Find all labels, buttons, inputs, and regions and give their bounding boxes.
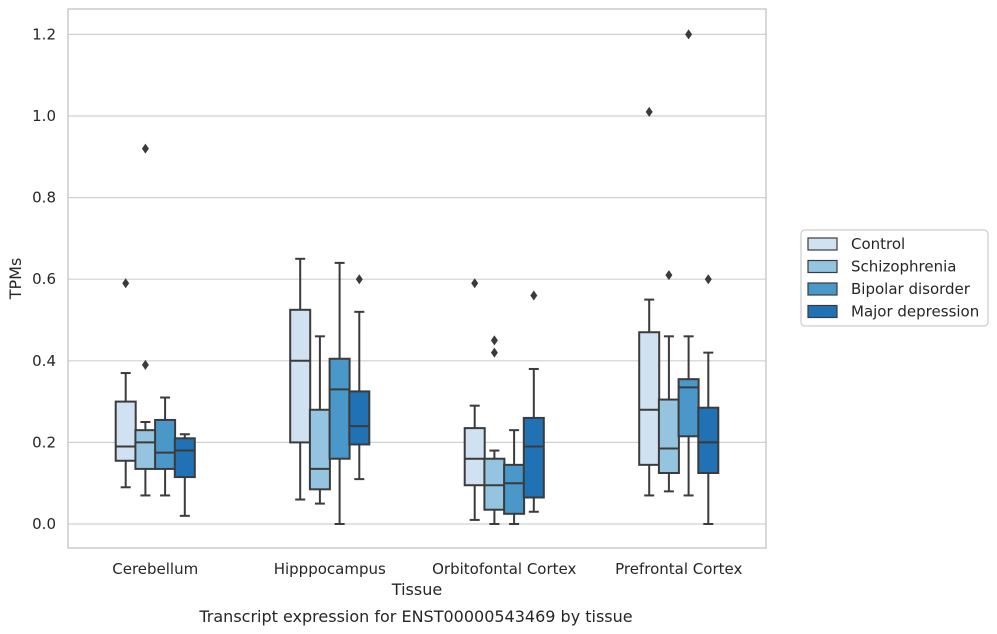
box-major-depression <box>173 433 196 517</box>
y-tick-label: 1.0 <box>32 107 56 125</box>
box-iqr <box>154 418 177 470</box>
legend-label: Control <box>851 235 905 253</box>
outlier-point <box>665 270 673 281</box>
box-iqr <box>522 416 545 499</box>
box-iqr <box>657 398 680 474</box>
box-bipolar-disorder <box>677 29 700 497</box>
box-major-depression <box>348 274 371 481</box>
box-iqr <box>328 357 351 460</box>
x-tick-label: Hipppocampus <box>274 560 386 578</box>
box-bipolar-disorder <box>154 396 177 497</box>
outlier-point <box>645 106 653 117</box>
y-tick-label: 0.6 <box>32 270 56 288</box>
y-tick-label: 1.2 <box>32 25 56 43</box>
box-schizophrenia <box>483 335 506 525</box>
box-iqr <box>308 408 331 491</box>
box-plot-area <box>114 29 720 525</box>
box-schizophrenia <box>308 335 331 505</box>
box-iqr <box>697 406 720 474</box>
box-control <box>638 106 661 497</box>
box-schizophrenia <box>657 270 680 493</box>
box-major-depression <box>697 274 720 525</box>
x-tick-label: Prefrontal Cortex <box>615 560 742 578</box>
y-axis-ticks: 0.0 0.2 0.4 0.6 0.8 1.0 1.2 <box>32 25 56 533</box>
outlier-point <box>122 278 130 289</box>
legend-frame <box>800 229 989 327</box>
y-tick-label: 0.0 <box>32 515 56 533</box>
box-iqr <box>638 331 661 466</box>
box-iqr <box>114 400 137 462</box>
x-tick-label: Orbitofontal Cortex <box>432 560 576 578</box>
box-iqr <box>173 437 196 479</box>
figure-caption: Transcript expression for ENST0000054346… <box>198 607 632 626</box>
plot-frame <box>67 8 767 549</box>
outlier-point <box>490 335 498 346</box>
box-iqr <box>463 427 486 487</box>
x-tick-label: Cerebellum <box>112 560 198 578</box>
y-tick-label: 0.8 <box>32 189 56 207</box>
outlier-point <box>141 143 149 154</box>
outlier-point <box>355 274 363 285</box>
legend-swatch <box>807 259 838 274</box>
legend-swatch <box>807 237 838 251</box>
box-control <box>463 278 486 521</box>
y-axis-title: TPMs <box>6 258 25 301</box>
box-iqr <box>503 463 526 515</box>
x-axis-title: Tissue <box>391 580 442 599</box>
y-tick-label: 0.4 <box>32 352 56 370</box>
legend-label: Major depression <box>851 303 979 321</box>
box-bipolar-disorder <box>503 429 526 525</box>
box-iqr <box>134 429 157 470</box>
legend: Control Schizophrenia Bipolar disorder Majo… <box>800 229 989 327</box>
outlier-point <box>490 347 498 358</box>
x-axis-ticks: Cerebellum Hipppocampus Orbitofontal Corte… <box>112 560 742 578</box>
y-tick-label: 0.2 <box>32 433 56 451</box>
legend-label: Bipolar disorder <box>851 280 971 298</box>
box-control <box>289 257 312 501</box>
legend-swatch <box>807 304 838 319</box>
box-schizophrenia <box>134 143 157 497</box>
outlier-point <box>141 359 149 370</box>
outlier-point <box>471 278 479 289</box>
box-iqr <box>348 390 371 446</box>
outlier-point <box>685 29 693 40</box>
box-control <box>114 278 137 489</box>
outlier-point <box>704 274 712 285</box>
box-major-depression <box>522 290 545 513</box>
box-bipolar-disorder <box>328 261 351 525</box>
legend-label: Schizophrenia <box>851 258 956 276</box>
outlier-point <box>530 290 538 301</box>
box-iqr <box>483 457 506 511</box>
box-iqr <box>289 308 312 444</box>
legend-swatch <box>807 282 838 296</box>
